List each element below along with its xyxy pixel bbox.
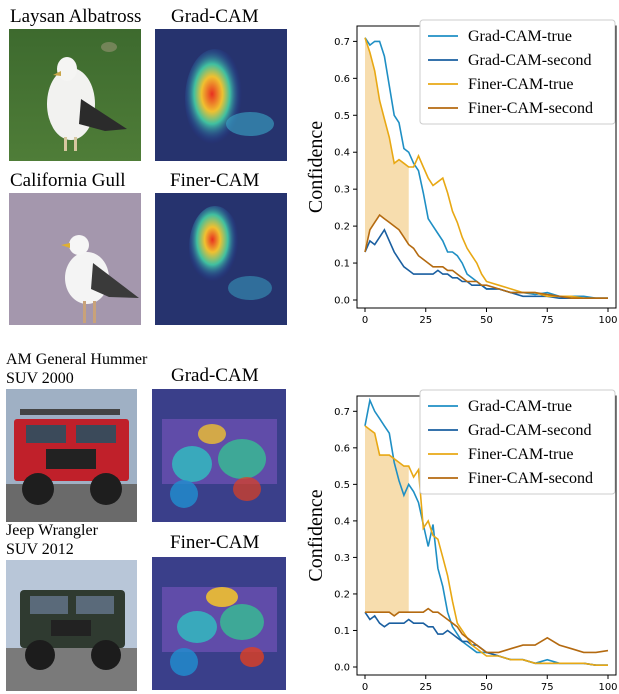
x-tick-label: 25 [419, 315, 432, 326]
series-line-grad-cam-true [364, 37, 608, 299]
y-tick-label: 0.2 [334, 222, 350, 233]
legend-label: Finer-CAM-second [468, 470, 593, 487]
finercam-title-bottom: Finer-CAM [170, 532, 260, 553]
x-tick-label: 75 [541, 315, 554, 326]
confidence-chart-bottom: 0 25 50 75 100 0.0 0.1 0.2 0.3 0.4 0.5 0.6 0.7 Confid… [300, 382, 619, 694]
class-label-jeep-line1: Jeep Wrangler [6, 522, 98, 539]
x-tick-label: 100 [598, 315, 617, 326]
y-tick-label: 0.2 [334, 589, 350, 600]
finercam-heatmap-albatross [155, 193, 287, 325]
y-tick-label: 0.5 [334, 480, 350, 491]
albatross-photo [9, 29, 141, 161]
legend-label: Finer-CAM-true [468, 446, 573, 463]
y-tick-label: 0.1 [334, 259, 350, 270]
legend-label: Grad-CAM-second [468, 422, 592, 439]
y-tick-label: 0.7 [334, 37, 350, 48]
x-tick-label: 100 [598, 682, 617, 693]
series-line-grad-cam-second [364, 228, 608, 299]
shaded-region [365, 37, 409, 252]
class-label-laysan-albatross: Laysan Albatross [10, 6, 142, 27]
y-tick-label: 0.4 [334, 516, 350, 527]
x-tick-label: 0 [362, 682, 368, 693]
y-tick-label: 0.0 [334, 296, 350, 307]
y-axis-label: Confidence [305, 121, 327, 213]
y-tick-label: 0.1 [334, 626, 350, 637]
class-label-hummer: AM General Hummer SUV 2000 [6, 350, 156, 388]
series-line-grad-cam-second [364, 611, 608, 666]
legend-label: Finer-CAM-true [468, 76, 573, 93]
gradcam-heatmap-albatross [155, 29, 287, 161]
class-label-california-gull: California Gull [10, 170, 126, 191]
finercam-heatmap-hummer [152, 557, 286, 690]
y-tick-label: 0.4 [334, 148, 350, 159]
legend-box [419, 389, 616, 495]
legend-label: Grad-CAM-true [468, 398, 572, 415]
x-tick-label: 50 [480, 682, 493, 693]
legend-label: Finer-CAM-second [468, 100, 593, 117]
legend-label: Grad-CAM-second [468, 52, 592, 69]
gradcam-heatmap-hummer [152, 389, 286, 522]
legend-label: Grad-CAM-true [468, 28, 572, 45]
confidence-chart-top: 0 25 50 75 100 0.0 0.1 0.2 0.3 0.4 0.5 0.6 0.7 Confid… [300, 12, 619, 332]
x-tick-label: 25 [419, 682, 432, 693]
finercam-title-top: Finer-CAM [170, 170, 260, 191]
y-tick-label: 0.3 [334, 185, 350, 196]
series-line-finer-cam-second [364, 213, 608, 299]
gull-photo [9, 193, 141, 325]
y-tick-label: 0.7 [334, 407, 350, 418]
gradcam-title-top: Grad-CAM [171, 6, 259, 27]
x-tick-label: 75 [541, 682, 554, 693]
y-tick-label: 0.6 [334, 443, 350, 454]
y-tick-label: 0.5 [334, 111, 350, 122]
y-tick-label: 0.6 [334, 74, 350, 85]
y-axis-label: Confidence [305, 489, 327, 581]
x-tick-label: 0 [362, 315, 368, 326]
x-tick-label: 50 [480, 315, 493, 326]
hummer-photo [6, 389, 137, 522]
y-tick-label: 0.0 [334, 663, 350, 674]
class-label-jeep-line2: SUV 2012 [6, 541, 74, 558]
class-label-hummer-line2: SUV 2000 [6, 370, 74, 387]
jeep-photo [6, 560, 137, 691]
series-line-finer-cam-second [365, 607, 609, 654]
series-line-finer-cam-true [364, 425, 608, 666]
y-tick-label: 0.3 [334, 553, 350, 564]
class-label-hummer-line1: AM General Hummer [6, 351, 148, 368]
class-label-jeep: Jeep Wrangler SUV 2012 [6, 521, 156, 559]
gradcam-title-bottom: Grad-CAM [171, 365, 259, 386]
legend-box [419, 19, 616, 125]
